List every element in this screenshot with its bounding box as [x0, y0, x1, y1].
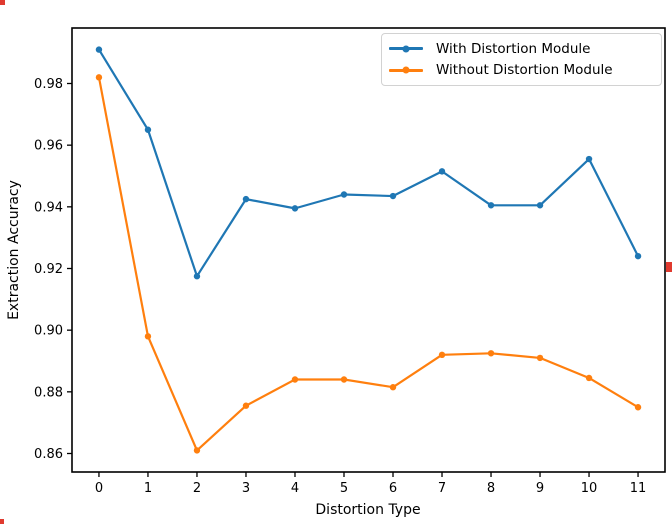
x-tick-label: 7 — [438, 481, 446, 496]
legend-label: With Distortion Module — [436, 40, 591, 57]
x-tick-label: 1 — [144, 481, 152, 496]
legend-marker-dot-blue — [402, 45, 410, 53]
x-tick-label: 8 — [487, 481, 495, 496]
y-tick-label: 0.96 — [34, 139, 63, 154]
data-point-without-distortion-module-x0 — [95, 74, 103, 81]
data-point-with-distortion-module-x3 — [242, 195, 250, 203]
series-line-with-distortion-module — [97, 48, 640, 278]
data-point-without-distortion-module-x6 — [389, 384, 397, 391]
legend-marker-dot-orange — [402, 66, 410, 74]
data-point-with-distortion-module-x8 — [487, 202, 495, 209]
legend-label: Without Distortion Module — [436, 62, 613, 79]
x-tick-label: 4 — [291, 481, 299, 496]
x-tick-label: 6 — [389, 481, 397, 496]
data-point-with-distortion-module-x1 — [144, 126, 152, 133]
red-artifact-mark — [666, 262, 672, 272]
y-tick-label: 0.86 — [34, 447, 63, 462]
data-point-without-distortion-module-x10 — [585, 374, 593, 382]
legend-item-with-distortion: With Distortion Module — [389, 38, 653, 59]
x-tick-label: 10 — [581, 481, 598, 496]
series-line-without-distortion-module — [97, 76, 640, 452]
data-point-with-distortion-module-x9 — [536, 202, 544, 209]
x-tick-label: 0 — [95, 481, 103, 496]
x-tick-label: 5 — [340, 481, 348, 496]
data-point-without-distortion-module-x2 — [193, 447, 201, 454]
y-tick-label: 0.98 — [34, 77, 63, 92]
data-point-without-distortion-module-x7 — [438, 351, 446, 359]
data-point-with-distortion-module-x2 — [193, 273, 201, 280]
y-tick-label: 0.94 — [34, 200, 63, 215]
data-point-with-distortion-module-x7 — [438, 168, 446, 175]
legend-item-without-distortion: Without Distortion Module — [389, 60, 653, 81]
data-point-without-distortion-module-x1 — [144, 333, 152, 340]
red-artifact-mark — [0, 0, 5, 5]
y-axis-label: Extraction Accuracy — [6, 180, 22, 320]
data-point-with-distortion-module-x11 — [634, 252, 642, 260]
y-tick-label: 0.88 — [34, 385, 63, 400]
data-point-with-distortion-module-x10 — [585, 155, 593, 163]
data-point-with-distortion-module-x4 — [291, 205, 299, 212]
data-point-with-distortion-module-x0 — [95, 46, 103, 53]
data-point-without-distortion-module-x8 — [487, 350, 495, 357]
x-axis-label: Distortion Type — [315, 502, 421, 518]
legend-line-sample-orange — [389, 66, 423, 74]
legend-line-sample-blue — [389, 45, 423, 53]
data-point-without-distortion-module-x4 — [291, 376, 299, 383]
y-tick-label: 0.90 — [34, 324, 63, 339]
data-point-with-distortion-module-x5 — [340, 191, 348, 198]
data-point-without-distortion-module-x11 — [634, 404, 642, 411]
y-tick-label: 0.92 — [34, 262, 63, 277]
x-tick-label: 2 — [193, 481, 201, 496]
data-point-without-distortion-module-x9 — [536, 354, 544, 362]
x-tick-label: 3 — [242, 481, 250, 496]
legend: With Distortion Module Without Distortio… — [381, 33, 662, 86]
data-point-without-distortion-module-x5 — [340, 376, 348, 383]
x-tick-label: 11 — [630, 481, 647, 496]
data-point-without-distortion-module-x3 — [242, 402, 250, 409]
axes-frame — [71, 27, 666, 473]
red-artifact-mark — [0, 519, 4, 524]
data-point-with-distortion-module-x6 — [389, 192, 397, 200]
x-tick-label: 9 — [536, 481, 544, 496]
